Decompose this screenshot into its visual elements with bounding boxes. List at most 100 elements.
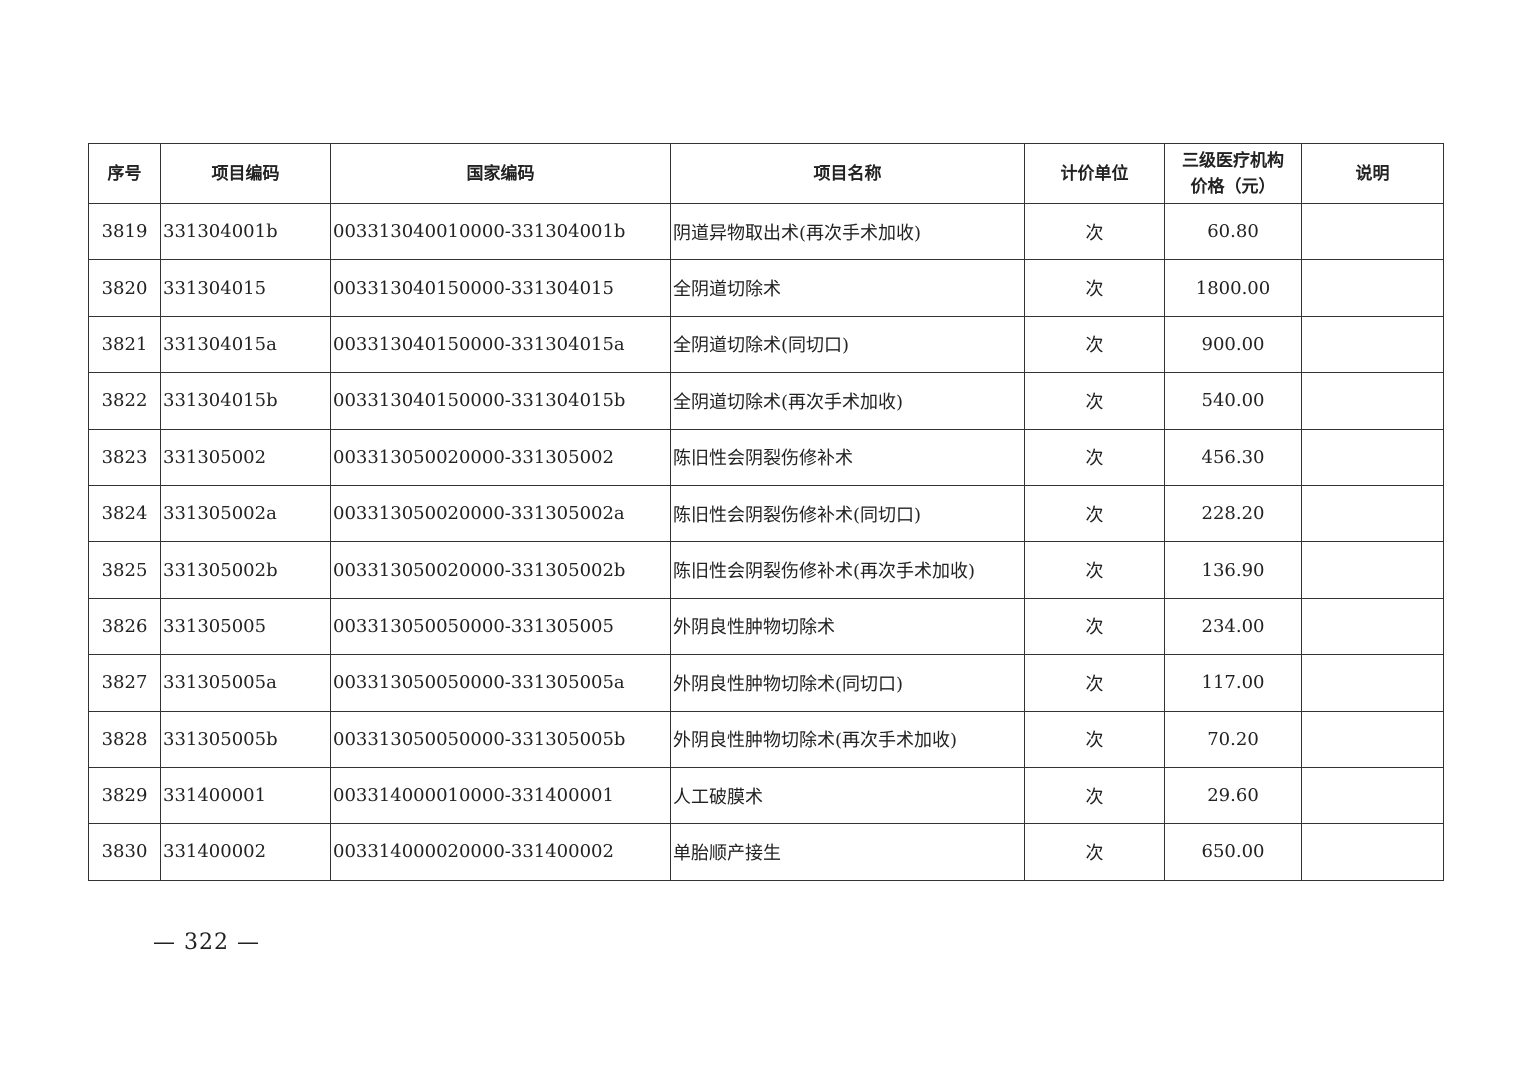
cell-unit: 次 — [1024, 372, 1165, 430]
cell-unit: 次 — [1024, 597, 1165, 656]
table-row: 3824 331305002a 003313050020000-331305002a… — [88, 484, 1444, 543]
cell-item-name: 人工破膜术 — [670, 766, 1025, 825]
table-row: 3828 331305005b 003313050050000-331305005b… — [88, 710, 1444, 768]
cell-serial: 3826 — [88, 597, 161, 656]
cell-price: 228.20 — [1164, 484, 1302, 543]
cell-serial: 3827 — [88, 654, 161, 712]
cell-item-code: 331304015a — [160, 315, 331, 374]
cell-national-code: 003313040150000-331304015b — [330, 372, 671, 430]
header-item-code: 项目编码 — [160, 143, 331, 204]
cell-national-code: 003313050050000-331305005 — [330, 597, 671, 656]
cell-national-code: 003313050050000-331305005b — [330, 710, 671, 768]
cell-item-name: 外阴良性肿物切除术 — [670, 597, 1025, 656]
cell-serial: 3819 — [88, 202, 161, 261]
cell-unit: 次 — [1024, 654, 1165, 712]
cell-serial: 3830 — [88, 823, 161, 881]
cell-national-code: 003313040010000-331304001b — [330, 202, 671, 261]
cell-item-code: 331305002 — [160, 428, 331, 486]
cell-item-code: 331400001 — [160, 766, 331, 825]
cell-item-name: 阴道异物取出术(再次手术加收) — [670, 202, 1025, 261]
cell-unit: 次 — [1024, 541, 1165, 599]
cell-item-name: 陈旧性会阴裂伤修补术 — [670, 428, 1025, 486]
header-price: 三级医疗机构 价格（元） — [1164, 143, 1302, 204]
cell-national-code: 003314000020000-331400002 — [330, 823, 671, 881]
cell-item-code: 331305005 — [160, 597, 331, 656]
cell-national-code: 003313050020000-331305002a — [330, 484, 671, 543]
cell-note — [1301, 259, 1444, 317]
cell-note — [1301, 484, 1444, 543]
cell-note — [1301, 597, 1444, 656]
cell-serial: 3829 — [88, 766, 161, 825]
cell-serial: 3822 — [88, 372, 161, 430]
cell-price: 650.00 — [1164, 823, 1302, 881]
table-row: 3822 331304015b 003313040150000-331304015b… — [88, 372, 1444, 430]
table-row: 3827 331305005a 003313050050000-331305005a… — [88, 654, 1444, 712]
cell-unit: 次 — [1024, 259, 1165, 317]
table-row: 3830 331400002 003314000020000-331400002 单胎… — [88, 823, 1444, 881]
cell-note — [1301, 428, 1444, 486]
cell-note — [1301, 541, 1444, 599]
cell-price: 29.60 — [1164, 766, 1302, 825]
cell-national-code: 003313050020000-331305002b — [330, 541, 671, 599]
cell-unit: 次 — [1024, 484, 1165, 543]
header-serial: 序号 — [88, 143, 161, 204]
cell-note — [1301, 823, 1444, 881]
price-table: 序号 项目编码 国家编码 项目名称 计价单位 三级医疗机构 价格（元） 说明 38… — [88, 143, 1444, 881]
cell-national-code: 003313040150000-331304015 — [330, 259, 671, 317]
table-row: 3820 331304015 003313040150000-331304015 全阴… — [88, 259, 1444, 317]
cell-note — [1301, 654, 1444, 712]
header-price-line2: 价格（元） — [1190, 176, 1276, 197]
cell-serial: 3824 — [88, 484, 161, 543]
cell-item-name: 全阴道切除术 — [670, 259, 1025, 317]
cell-note — [1301, 710, 1444, 768]
cell-note — [1301, 202, 1444, 261]
cell-item-name: 全阴道切除术(同切口) — [670, 315, 1025, 374]
cell-note — [1301, 372, 1444, 430]
cell-item-name: 单胎顺产接生 — [670, 823, 1025, 881]
cell-unit: 次 — [1024, 710, 1165, 768]
cell-item-name: 陈旧性会阴裂伤修补术(同切口) — [670, 484, 1025, 543]
cell-unit: 次 — [1024, 315, 1165, 374]
cell-serial: 3820 — [88, 259, 161, 317]
cell-national-code: 003314000010000-331400001 — [330, 766, 671, 825]
cell-price: 456.30 — [1164, 428, 1302, 486]
cell-serial: 3823 — [88, 428, 161, 486]
cell-unit: 次 — [1024, 766, 1165, 825]
cell-price: 136.90 — [1164, 541, 1302, 599]
cell-national-code: 003313050020000-331305002 — [330, 428, 671, 486]
cell-item-name: 全阴道切除术(再次手术加收) — [670, 372, 1025, 430]
cell-price: 70.20 — [1164, 710, 1302, 768]
cell-price: 1800.00 — [1164, 259, 1302, 317]
cell-item-code: 331305005a — [160, 654, 331, 712]
cell-serial: 3828 — [88, 710, 161, 768]
cell-price: 117.00 — [1164, 654, 1302, 712]
cell-item-name: 外阴良性肿物切除术(同切口) — [670, 654, 1025, 712]
table-row: 3829 331400001 003314000010000-331400001 人工… — [88, 766, 1444, 825]
cell-price: 540.00 — [1164, 372, 1302, 430]
cell-item-code: 331305005b — [160, 710, 331, 768]
cell-item-name: 陈旧性会阴裂伤修补术(再次手术加收) — [670, 541, 1025, 599]
page-number: — 322 — — [153, 930, 260, 955]
cell-item-name: 外阴良性肿物切除术(再次手术加收) — [670, 710, 1025, 768]
cell-national-code: 003313050050000-331305005a — [330, 654, 671, 712]
table-header-row: 序号 项目编码 国家编码 项目名称 计价单位 三级医疗机构 价格（元） 说明 — [88, 143, 1444, 204]
cell-item-code: 331304015b — [160, 372, 331, 430]
header-national-code: 国家编码 — [330, 143, 671, 204]
cell-unit: 次 — [1024, 202, 1165, 261]
cell-note — [1301, 766, 1444, 825]
cell-price: 234.00 — [1164, 597, 1302, 656]
table-row: 3821 331304015a 003313040150000-331304015a… — [88, 315, 1444, 374]
cell-unit: 次 — [1024, 428, 1165, 486]
cell-item-code: 331304001b — [160, 202, 331, 261]
header-price-line1: 三级医疗机构 — [1182, 150, 1284, 171]
cell-item-code: 331400002 — [160, 823, 331, 881]
cell-item-code: 331304015 — [160, 259, 331, 317]
cell-item-code: 331305002b — [160, 541, 331, 599]
table-row: 3823 331305002 003313050020000-331305002 陈旧… — [88, 428, 1444, 486]
cell-serial: 3825 — [88, 541, 161, 599]
cell-note — [1301, 315, 1444, 374]
cell-item-code: 331305002a — [160, 484, 331, 543]
header-unit: 计价单位 — [1024, 143, 1165, 204]
header-note: 说明 — [1301, 143, 1444, 204]
table-row: 3819 331304001b 003313040010000-331304001b… — [88, 202, 1444, 261]
